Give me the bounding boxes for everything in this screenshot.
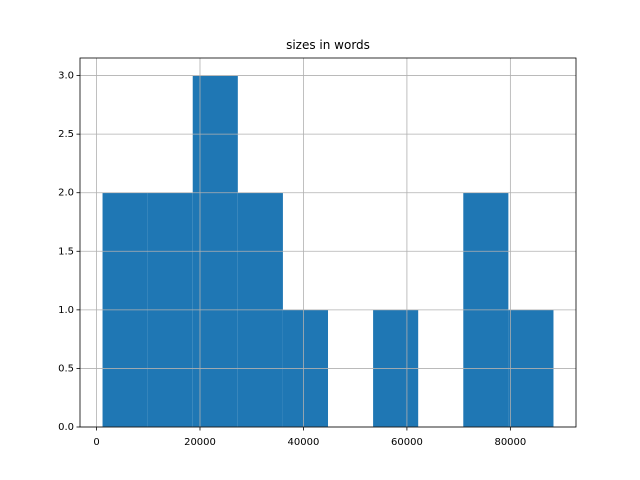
x-tick-label: 0 xyxy=(93,437,99,448)
x-tick-label: 80000 xyxy=(494,437,526,448)
x-tick-label: 60000 xyxy=(391,437,423,448)
axes-frame xyxy=(79,57,577,428)
y-tick-label: 0.5 xyxy=(58,363,74,374)
y-tick-label: 0.0 xyxy=(58,422,74,433)
y-tick-label: 1.0 xyxy=(58,305,74,316)
y-tick-label: 2.0 xyxy=(58,188,74,199)
x-tick-label: 20000 xyxy=(184,437,216,448)
x-tick-label: 40000 xyxy=(288,437,320,448)
y-tick-label: 1.5 xyxy=(58,246,74,257)
y-tick-label: 3.0 xyxy=(58,71,74,82)
chart-title: sizes in words xyxy=(286,38,370,52)
y-tick-label: 2.5 xyxy=(58,129,74,140)
